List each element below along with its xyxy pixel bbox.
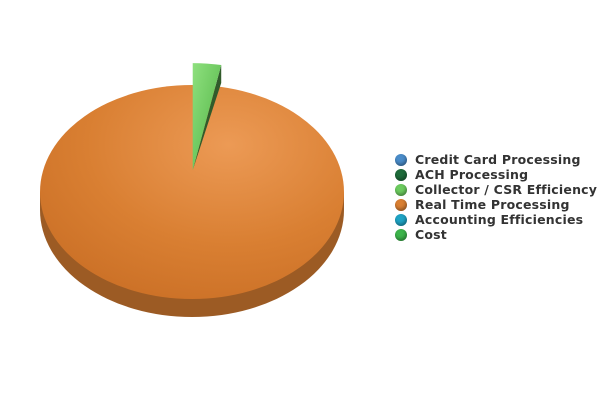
legend-label: Real Time Processing	[415, 197, 570, 212]
legend-swatch	[395, 213, 407, 226]
pie-slice-side	[192, 64, 222, 171]
legend-swatch	[395, 228, 407, 241]
legend-label: Accounting Efficiencies	[415, 212, 584, 227]
pie-slice	[192, 63, 222, 171]
legend-label: Credit Card Processing	[415, 152, 581, 167]
legend-item: Credit Card Processing	[395, 152, 597, 167]
legend-swatch	[395, 153, 407, 166]
legend-swatch	[395, 183, 407, 196]
legend-swatch	[395, 168, 407, 181]
legend-item: Real Time Processing	[395, 197, 597, 212]
legend-swatch	[395, 198, 407, 211]
pie-slice	[40, 85, 344, 299]
legend: Credit Card Processing ACH Processing Coll…	[395, 152, 597, 242]
legend-label: Cost	[415, 227, 447, 242]
legend-item: Accounting Efficiencies	[395, 212, 597, 227]
legend-item: ACH Processing	[395, 167, 597, 182]
legend-label: ACH Processing	[415, 167, 529, 182]
legend-label: Collector / CSR Efficiency	[415, 182, 598, 197]
legend-item: Collector / CSR Efficiency	[395, 182, 597, 197]
legend-item: Cost	[395, 227, 597, 242]
